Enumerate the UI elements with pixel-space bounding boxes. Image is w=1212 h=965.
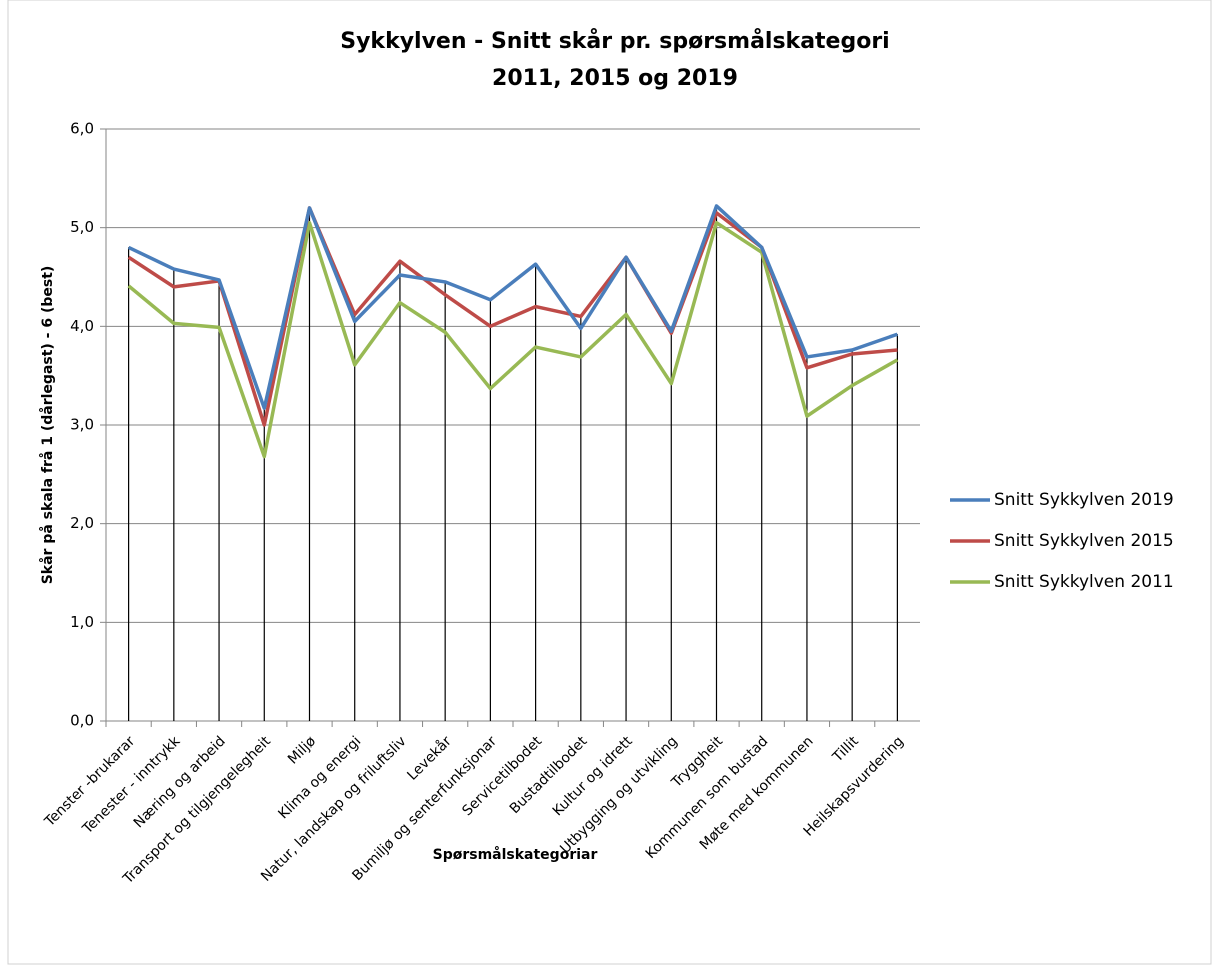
chart-title: 2011, 2015 og 2019: [492, 66, 738, 91]
y-tick-label: 6,0: [70, 120, 94, 138]
series-line: [127, 220, 899, 459]
y-tick-label: 5,0: [70, 218, 94, 236]
legend-label: Snitt Sykkylven 2019: [994, 490, 1174, 510]
y-tick-label: 4,0: [70, 317, 94, 335]
y-tick-label: 0,0: [70, 712, 94, 730]
y-tick-label: 1,0: [70, 613, 94, 631]
x-axis-title: Spørsmålskategoriar: [433, 846, 598, 863]
chart-frame: [7, 0, 1212, 965]
y-axis-title: Skår på skala frå 1 (dårlegast) - 6 (bes…: [39, 266, 56, 585]
y-tick-label: 3,0: [70, 416, 94, 434]
legend-label: Snitt Sykkylven 2015: [994, 531, 1174, 551]
y-tick-label: 2,0: [70, 514, 94, 532]
chart-title: Sykkylven - Snitt skår pr. spørsmålskate…: [340, 28, 889, 54]
series-line: [127, 204, 898, 410]
legend-label: Snitt Sykkylven 2011: [994, 572, 1174, 592]
